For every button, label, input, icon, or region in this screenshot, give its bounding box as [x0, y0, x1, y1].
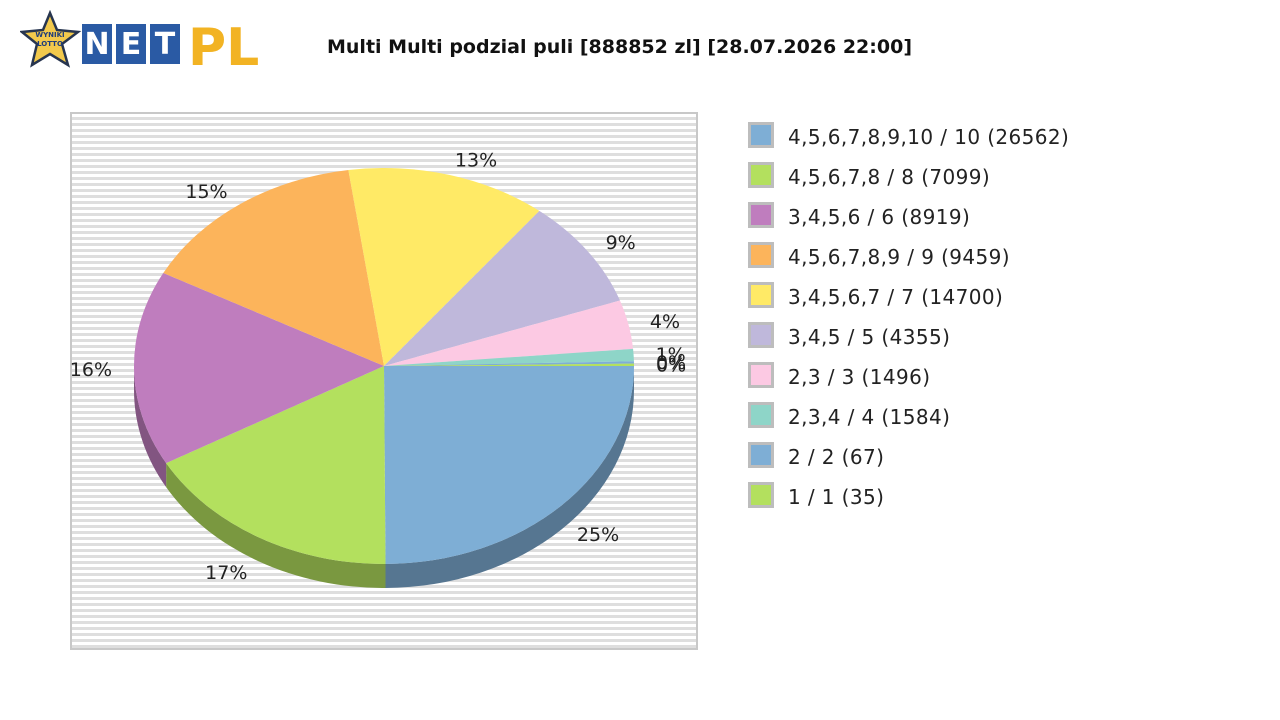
- legend-label: 3,4,5,6,7 / 7 (14700): [788, 285, 1004, 309]
- pie-slice-0: [384, 366, 634, 564]
- pie-percent-label-6: 4%: [650, 311, 680, 333]
- pie-slices: [134, 167, 634, 564]
- legend-item: 3,4,5 / 5 (4355): [748, 322, 1069, 362]
- pie-percent-label-4: 13%: [455, 149, 497, 171]
- pie-percent-label-2: 16%: [70, 359, 112, 381]
- netpl-logo-graphic: WYNIKI LOTTO N E T PL: [18, 9, 259, 78]
- legend-swatch: [748, 402, 774, 428]
- pie-slice-3: [163, 170, 384, 366]
- legend-swatch: [748, 442, 774, 468]
- legend-item: 2,3 / 3 (1496): [748, 362, 1069, 402]
- legend-label: 4,5,6,7,8,9,10 / 10 (26562): [788, 125, 1070, 149]
- pie-slice-1: [166, 366, 386, 564]
- svg-text:T: T: [155, 27, 176, 62]
- pie-side-2: [134, 366, 167, 488]
- legend-swatch: [748, 122, 774, 148]
- legend-item: 4,5,6,7,8,9,10 / 10 (26562): [748, 122, 1069, 162]
- pie-slice-4: [348, 167, 540, 366]
- pie-percent-label-1: 17%: [205, 562, 247, 584]
- pie-slice-5: [384, 210, 620, 366]
- legend-item: 2,3,4 / 4 (1584): [748, 402, 1069, 442]
- legend-label: 4,5,6,7,8,9 / 9 (9459): [788, 245, 1010, 269]
- legend-label: 1 / 1 (35): [788, 485, 885, 509]
- svg-text:WYNIKI: WYNIKI: [35, 31, 64, 39]
- pie-percent-label-9: 0%: [656, 355, 686, 377]
- legend-label: 2,3,4 / 4 (1584): [788, 405, 951, 429]
- legend-item: 1 / 1 (35): [748, 482, 1069, 522]
- svg-text:LOTTO: LOTTO: [37, 40, 63, 48]
- pie-labels: 25%17%16%15%13%9%4%1%0%0%: [70, 149, 686, 583]
- pie-slice-2: [134, 273, 384, 464]
- pie-percent-label-0: 25%: [577, 524, 619, 546]
- legend-item: 3,4,5,6 / 6 (8919): [748, 202, 1069, 242]
- legend-item: 2 / 2 (67): [748, 442, 1069, 482]
- legend-swatch: [748, 282, 774, 308]
- svg-text:N: N: [84, 27, 109, 62]
- pie-slice-8: [384, 361, 634, 366]
- legend-swatch: [748, 242, 774, 268]
- legend-swatch: [748, 202, 774, 228]
- legend-label: 4,5,6,7,8 / 8 (7099): [788, 165, 991, 189]
- pie-percent-label-8: 0%: [656, 352, 686, 374]
- pie-percent-label-5: 9%: [606, 232, 636, 254]
- legend-swatch: [748, 482, 774, 508]
- chart-title: Multi Multi podzial puli [888852 zl] [28…: [327, 36, 913, 58]
- chart-legend: 4,5,6,7,8,9,10 / 10 (26562) 4,5,6,7,8 / 8…: [748, 122, 1069, 522]
- svg-text:PL: PL: [188, 18, 259, 72]
- pie-sides: [134, 366, 634, 588]
- legend-item: 4,5,6,7,8 / 8 (7099): [748, 162, 1069, 202]
- pie-slice-6: [384, 300, 634, 366]
- legend-item: 3,4,5,6,7 / 7 (14700): [748, 282, 1069, 322]
- legend-label: 2 / 2 (67): [788, 445, 885, 469]
- legend-swatch: [748, 162, 774, 188]
- netpl-logo: WYNIKI LOTTO N E T PL: [18, 9, 266, 78]
- pie-slice-9: [384, 363, 634, 366]
- legend-label: 3,4,5 / 5 (4355): [788, 325, 951, 349]
- legend-label: 2,3 / 3 (1496): [788, 365, 931, 389]
- pie-percent-label-3: 15%: [185, 181, 227, 203]
- svg-text:E: E: [121, 27, 142, 62]
- pie-side-0: [385, 366, 634, 588]
- pie-percent-label-7: 1%: [656, 344, 686, 366]
- legend-label: 3,4,5,6 / 6 (8919): [788, 205, 971, 229]
- legend-swatch: [748, 322, 774, 348]
- legend-swatch: [748, 362, 774, 388]
- pie-side-1: [166, 463, 386, 588]
- pie-slice-7: [384, 348, 634, 366]
- legend-item: 4,5,6,7,8,9 / 9 (9459): [748, 242, 1069, 282]
